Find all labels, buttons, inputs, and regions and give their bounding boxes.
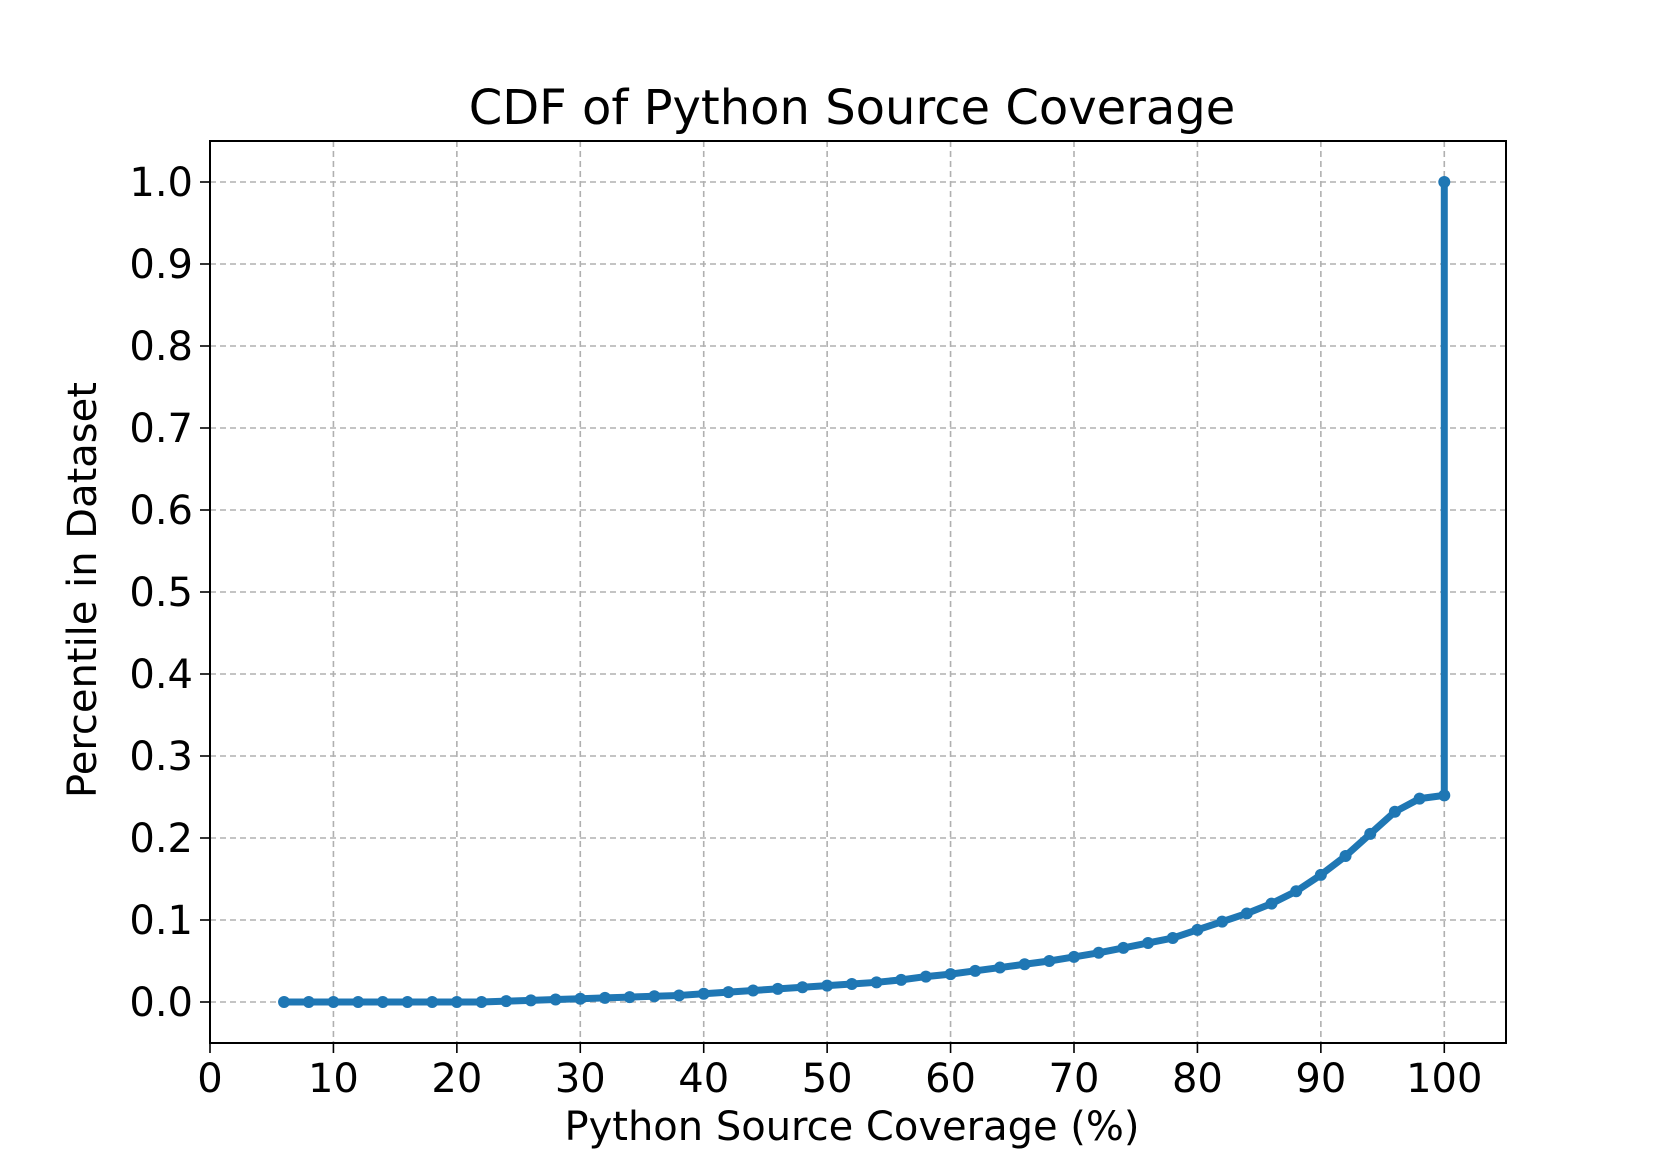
y-tick-label: 0.2 (129, 816, 193, 862)
data-point (1043, 955, 1056, 967)
chart-title: CDF of Python Source Coverage (469, 80, 1236, 136)
x-tick-label: 60 (925, 1056, 976, 1102)
y-tick-label: 0.6 (129, 488, 193, 534)
y-tick-label: 0.0 (129, 980, 193, 1026)
x-tick-label: 40 (678, 1056, 729, 1102)
data-point (1265, 897, 1278, 910)
y-tick-label: 0.3 (129, 734, 193, 780)
data-point (969, 964, 982, 977)
data-point (426, 996, 439, 1008)
y-tick-label: 0.9 (129, 242, 193, 288)
data-point (1339, 850, 1352, 863)
y-tick-label: 0.4 (129, 652, 193, 698)
data-point (747, 984, 760, 997)
data-point (1413, 792, 1426, 805)
data-point (1166, 932, 1179, 945)
x-tick-label: 70 (1049, 1056, 1100, 1102)
data-point (352, 996, 365, 1008)
data-point (1216, 915, 1229, 928)
data-point (919, 970, 932, 983)
y-tick-label: 0.5 (129, 570, 193, 616)
data-point (450, 996, 463, 1008)
data-point (1290, 885, 1303, 898)
data-point (648, 990, 661, 1003)
data-point (475, 996, 488, 1008)
data-point (722, 986, 735, 999)
data-point (993, 961, 1006, 974)
x-tick-label: 20 (431, 1056, 482, 1102)
data-point (1191, 923, 1204, 936)
data-point (574, 992, 587, 1005)
data-point (1438, 789, 1451, 802)
data-point (1142, 936, 1155, 949)
x-tick-label: 90 (1295, 1056, 1346, 1102)
data-point (1240, 907, 1253, 920)
data-point (623, 991, 636, 1004)
y-tick-label: 1.0 (129, 160, 193, 206)
data-point (598, 991, 611, 1004)
y-tick-label: 0.8 (129, 324, 193, 370)
data-point (327, 996, 340, 1008)
data-point (895, 973, 908, 986)
data-point (302, 996, 315, 1008)
data-point (278, 996, 291, 1008)
x-tick-label: 30 (555, 1056, 606, 1102)
data-point (796, 981, 809, 994)
data-point (845, 977, 858, 990)
data-point (944, 968, 957, 981)
data-point (549, 993, 562, 1006)
y-axis-title: Percentile in Dataset (60, 382, 106, 798)
data-point (771, 982, 784, 995)
data-point (673, 989, 686, 1002)
data-point (1018, 958, 1031, 971)
data-point (401, 996, 414, 1008)
data-point (1364, 827, 1377, 840)
x-axis-title: Python Source Coverage (%) (564, 1104, 1139, 1150)
x-tick-label: 50 (802, 1056, 853, 1102)
x-tick-label: 100 (1406, 1056, 1482, 1102)
data-point (821, 979, 834, 992)
y-tick-label: 0.1 (129, 898, 193, 944)
data-point (1117, 941, 1130, 954)
x-tick-label: 80 (1172, 1056, 1223, 1102)
data-point (870, 976, 883, 989)
y-tick-label: 0.7 (129, 406, 193, 452)
data-point (500, 995, 513, 1008)
data-point (376, 996, 389, 1008)
data-point (524, 994, 537, 1007)
x-tick-label: 10 (308, 1056, 359, 1102)
data-point (1068, 950, 1080, 963)
data-point (1388, 805, 1401, 818)
data-point (1438, 176, 1451, 188)
data-point (697, 987, 710, 1000)
x-tick-label: 0 (197, 1056, 222, 1102)
data-point (1092, 946, 1105, 959)
data-point (1314, 868, 1327, 881)
